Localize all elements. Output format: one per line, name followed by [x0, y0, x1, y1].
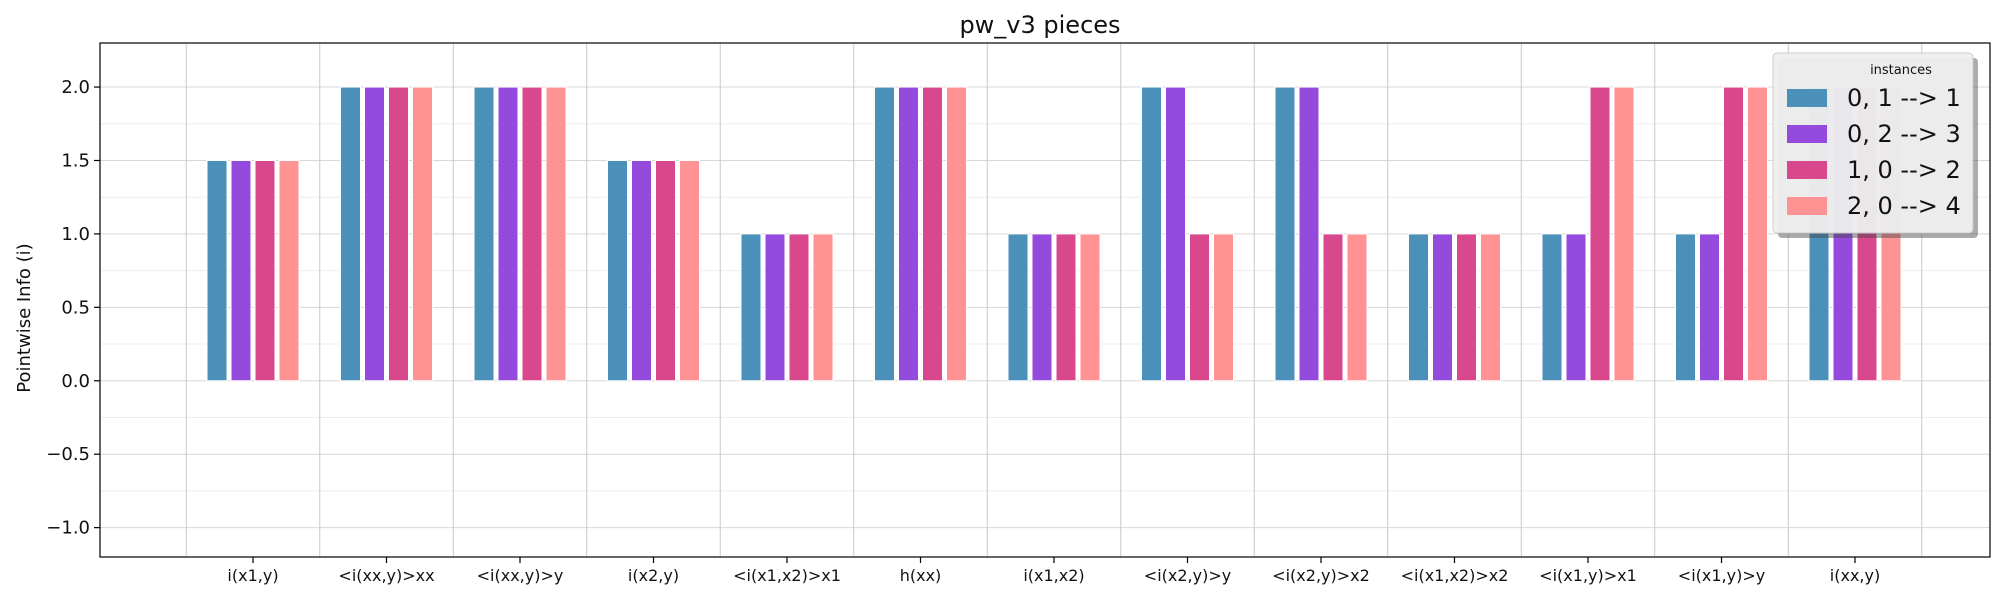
bar [946, 86, 967, 382]
bar [1274, 86, 1296, 382]
legend-swatch [1787, 161, 1827, 179]
bar [1675, 233, 1696, 382]
bar [1031, 233, 1053, 382]
x-tick-label: h(xx) [900, 566, 942, 585]
bar [1298, 86, 1320, 382]
bar [254, 159, 276, 382]
x-tick-label: <i(xx,y)>xx [338, 566, 434, 585]
bar [874, 86, 895, 382]
bar [1613, 86, 1635, 382]
legend-label: 0, 1 --> 1 [1847, 84, 1961, 112]
bar [1456, 233, 1477, 382]
bar [740, 233, 762, 382]
bar [388, 86, 409, 382]
bar [230, 159, 252, 382]
bar [1189, 233, 1210, 382]
bar [278, 159, 300, 382]
plot-frame [99, 42, 1991, 558]
bar [412, 86, 433, 382]
bar [631, 159, 652, 382]
bar [1165, 86, 1186, 382]
bar [1541, 233, 1563, 382]
bar [206, 159, 228, 382]
y-tick-label: 2.0 [61, 77, 90, 98]
y-tick-label: 1.5 [61, 150, 90, 171]
x-tick-label: i(x2,y) [628, 566, 679, 585]
bar [1747, 86, 1768, 382]
bar [473, 86, 495, 382]
bar [497, 86, 519, 382]
bar [1589, 86, 1611, 382]
bar [1480, 233, 1501, 382]
y-tick-label: −0.5 [46, 444, 90, 465]
y-axis-label: Pointwise Info (i) [14, 243, 35, 392]
bar [1723, 86, 1744, 382]
bar [812, 233, 834, 382]
bar [1322, 233, 1344, 382]
axes: −1.0 −0.5 0.0 0.5 1.0 1.5 2.0 i(x1,y) <i(xx,y)>x… [46, 42, 1991, 585]
legend-title: instances [1870, 63, 1932, 78]
legend-label: 0, 2 --> 3 [1847, 120, 1961, 148]
x-tick-label: <i(x1,y)>x1 [1539, 566, 1637, 585]
bar [1055, 233, 1077, 382]
x-tick-label: <i(x1,x2)>x1 [733, 566, 841, 585]
bar [521, 86, 543, 382]
legend-label: 1, 0 --> 2 [1847, 156, 1961, 184]
legend: 0, 1 --> 1 0, 2 --> 3 1, 0 --> 2 2, 0 --> 4 [1772, 52, 1978, 238]
bar [1007, 233, 1029, 382]
bar [1432, 233, 1453, 382]
bar [898, 86, 919, 382]
y-tick-label: 0.0 [61, 371, 90, 392]
legend-label: 2, 0 --> 4 [1847, 192, 1961, 220]
x-tick-label: <i(x2,y)>y [1144, 566, 1231, 585]
x-tick-label: i(xx,y) [1830, 566, 1880, 585]
bar [655, 159, 676, 382]
x-tick-label: i(x1,y) [227, 566, 278, 585]
y-tick-label: 1.0 [61, 224, 90, 245]
bar [1408, 233, 1429, 382]
legend-swatch [1787, 89, 1827, 107]
legend-swatch [1787, 125, 1827, 143]
bar [679, 159, 700, 382]
legend-swatch [1787, 197, 1827, 215]
x-tick-label: <i(xx,y)>y [477, 566, 564, 585]
bar [1699, 233, 1720, 382]
bar [922, 86, 943, 382]
bar [1213, 233, 1234, 382]
y-tick-label: 0.5 [61, 297, 90, 318]
y-tick-label: −1.0 [46, 518, 90, 539]
x-tick-label: <i(x1,x2)>x2 [1401, 566, 1509, 585]
bar [1565, 233, 1587, 382]
chart-title: pw_v3 pieces [959, 11, 1120, 39]
x-tick-label: <i(x1,y)>y [1678, 566, 1765, 585]
bar [1141, 86, 1162, 382]
bar [1346, 233, 1368, 382]
bar [607, 159, 628, 382]
bar [1079, 233, 1101, 382]
bar [764, 233, 786, 382]
bar [340, 86, 361, 382]
bar [788, 233, 810, 382]
x-tick-label: <i(x2,y)>x2 [1272, 566, 1370, 585]
bar [364, 86, 385, 382]
x-tick-label: i(x1,x2) [1023, 566, 1084, 585]
bar [545, 86, 567, 382]
